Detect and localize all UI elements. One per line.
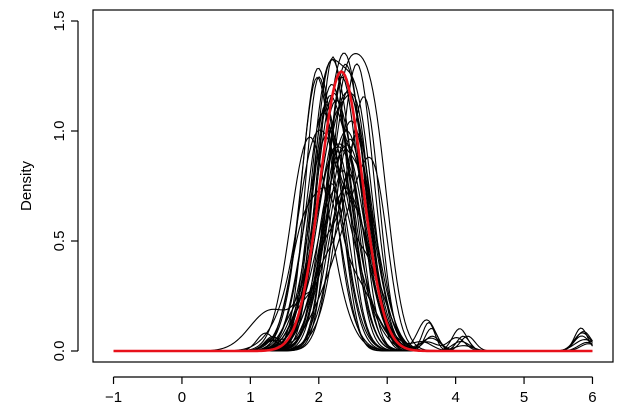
x-tick-label: 4: [451, 389, 459, 406]
x-tick-label: 3: [383, 389, 391, 406]
x-tick-label: 6: [588, 389, 596, 406]
reference-density: [113, 70, 593, 353]
x-tick-label: 0: [178, 389, 186, 406]
y-axis: 0.0 0.5 1.0 1.5: [51, 11, 79, 362]
plot-frame: [92, 9, 614, 363]
x-tick-label: 1: [246, 389, 254, 406]
y-tick-label: 1.5: [51, 11, 68, 32]
reference-density-curve: [113, 70, 593, 353]
x-tick-label: 5: [520, 389, 528, 406]
y-tick-label: 0.5: [51, 231, 68, 252]
x-tick-label: 2: [315, 389, 323, 406]
x-tick-label: −1: [105, 389, 122, 406]
y-tick-label: 1.0: [51, 121, 68, 142]
y-axis-title: Density: [18, 160, 35, 211]
x-axis: −1 0 1 2 3 4 5 6: [105, 376, 597, 406]
y-tick-label: 0.0: [51, 341, 68, 362]
